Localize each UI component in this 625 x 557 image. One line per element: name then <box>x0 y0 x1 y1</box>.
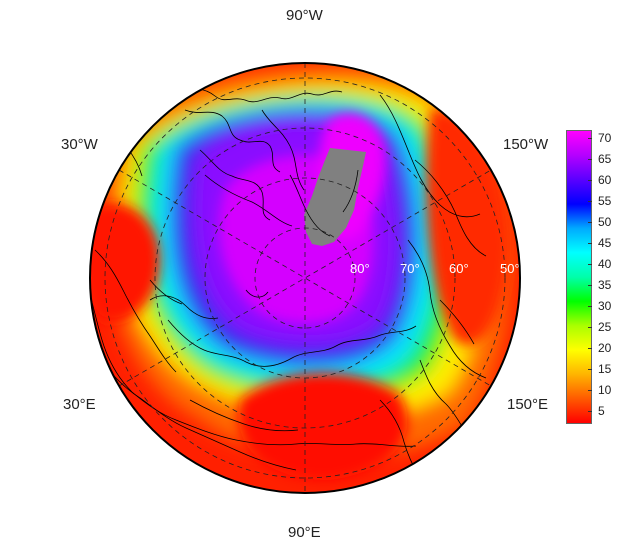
coastline-baffin <box>204 174 293 227</box>
colorbar-tick-label: 55 <box>598 194 612 209</box>
graticule-lat-50 <box>104 77 506 479</box>
colorbar-tick-label: 30 <box>598 299 612 314</box>
colorbar-tick-mark <box>588 264 592 266</box>
lon-label-90e: 90°E <box>288 524 321 541</box>
coastline-canada-north <box>177 88 343 103</box>
lon-label-30e: 30°E <box>63 396 96 413</box>
colorbar-tick-mark <box>588 138 592 140</box>
lat-label-60: 60° <box>449 261 469 276</box>
coastline-okhotsk <box>439 299 475 345</box>
colorbar-tick-mark <box>588 306 592 308</box>
lat-label-70: 70° <box>400 261 420 276</box>
colorbar-tick-mark <box>588 390 592 392</box>
map-border <box>89 62 521 494</box>
coastline-white-sea <box>149 295 219 319</box>
greenland-missing-data <box>304 148 366 246</box>
colorbar <box>566 130 592 424</box>
coastline-caspian <box>189 399 299 432</box>
coastline-alaska <box>379 94 481 218</box>
graticule <box>104 63 506 493</box>
atlantic-red <box>90 203 160 322</box>
coastline-kamchatka <box>407 239 487 379</box>
coastline-ellesmere <box>261 109 305 191</box>
colorbar-tick-mark <box>588 222 592 224</box>
lon-label-150w: 150°W <box>503 136 549 153</box>
coastline-bering <box>414 159 487 257</box>
lon-label-150e: 150°E <box>507 396 549 413</box>
coastline-siberia <box>167 319 417 367</box>
lat-label-50: 50° <box>500 261 520 276</box>
colorbar-tick-mark <box>588 180 592 182</box>
colorbar-tick-mark <box>588 369 592 371</box>
colorbar-tick-label: 65 <box>598 152 612 167</box>
colorbar-tick-mark <box>588 243 592 245</box>
coastline-scandinavia <box>94 249 177 373</box>
colorbar-tick-mark <box>588 348 592 350</box>
colorbar-tick-label: 45 <box>598 236 612 251</box>
colorbar-tick-mark <box>588 159 592 161</box>
colorbar-tick-label: 40 <box>598 257 612 272</box>
colorbar-tick-mark <box>588 411 592 413</box>
colorbar-tick-label: 50 <box>598 215 612 230</box>
colorbar-tick-mark <box>588 285 592 287</box>
coastline-svalbard <box>149 279 183 305</box>
colorbar-tick-label: 35 <box>598 278 612 293</box>
data-field: 80° 70° 60° 50° <box>90 63 520 493</box>
colorbar-tick-label: 10 <box>598 383 612 398</box>
colorbar-tick-label: 5 <box>598 404 605 419</box>
colorbar-tick-label: 20 <box>598 341 612 356</box>
colorbar-tick-label: 60 <box>598 173 612 188</box>
lon-label-90w: 90°W <box>286 7 323 24</box>
coastline-greenland-east <box>342 169 359 213</box>
coastline-mediterranean <box>99 359 297 471</box>
latitude-labels: 80° 70° 60° 50° <box>350 261 520 276</box>
colorbar-tick-mark <box>588 327 592 329</box>
colorbar-tick-mark <box>588 201 592 203</box>
lat-label-80: 80° <box>350 261 370 276</box>
lon-label-30w: 30°W <box>61 136 98 153</box>
colorbar-tick-label: 15 <box>598 362 612 377</box>
colorbar-tick-label: 25 <box>598 320 612 335</box>
coastline-novaya-zemlya <box>245 289 269 298</box>
coastline-central-asia <box>175 419 417 447</box>
coastline-canada-islands <box>184 109 281 173</box>
colorbar-tick-label: 70 <box>598 131 612 146</box>
